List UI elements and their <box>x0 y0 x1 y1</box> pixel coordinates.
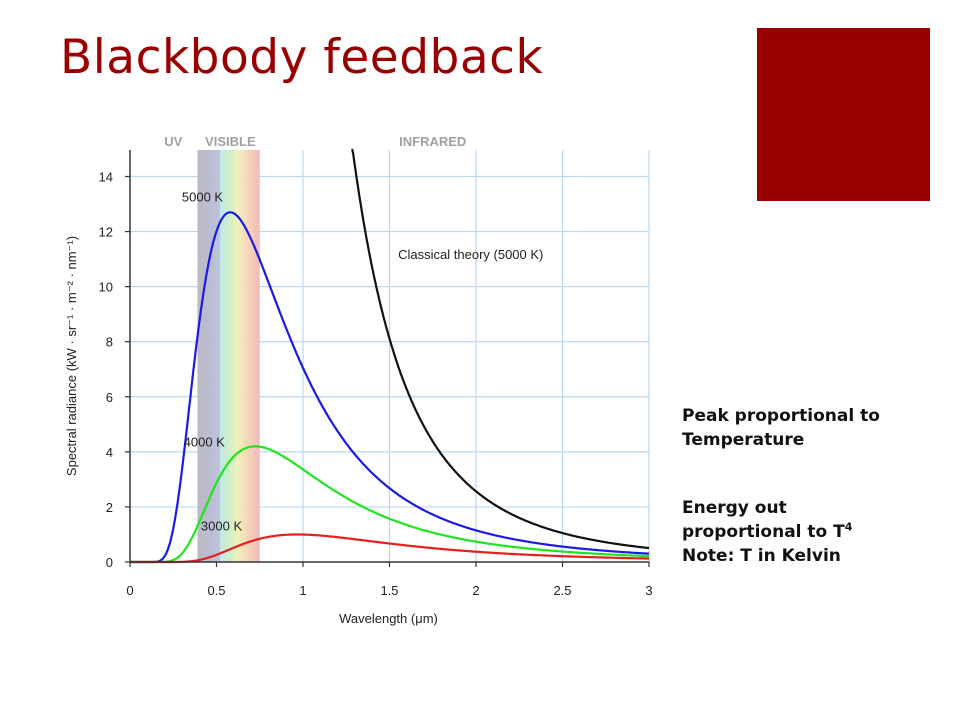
y-tick-label: 4 <box>106 445 113 460</box>
series-label-2: 4000 K <box>184 434 226 449</box>
band-label-uv: UV <box>164 134 182 149</box>
note-peak: Peak proportional to Temperature <box>682 404 942 452</box>
slide-title: Blackbody feedback <box>60 30 544 85</box>
note-energy-text: proportional to T <box>682 522 845 542</box>
y-tick-label: 8 <box>106 335 113 350</box>
x-tick-label: 2 <box>472 583 479 598</box>
series-label-1: 5000 K <box>182 189 224 204</box>
visible-band-edge <box>197 150 220 562</box>
y-axis-label: Spectral radiance (kW · sr⁻¹ · m⁻² · nm⁻… <box>64 236 79 476</box>
note-energy-line3: Note: T in Kelvin <box>682 546 841 566</box>
y-tick-label: 12 <box>99 225 113 240</box>
x-tick-label: 3 <box>645 583 652 598</box>
series-line-2 <box>130 445 650 564</box>
note-peak-line2: Temperature <box>682 430 805 450</box>
x-tick-label: 0 <box>126 583 133 598</box>
y-tick-label: 14 <box>99 170 113 185</box>
series-label-4: Classical theory (5000 K) <box>398 247 543 262</box>
series-line-4 <box>351 148 650 550</box>
series-line-1 <box>130 211 650 564</box>
note-peak-line1: Peak proportional to <box>682 406 880 426</box>
band-label-visible: VISIBLE <box>205 134 256 149</box>
accent-block <box>757 28 930 201</box>
y-tick-label: 0 <box>106 555 113 570</box>
x-tick-label: 0.5 <box>207 583 225 598</box>
note-energy: Energy out proportional to T4 Note: T in… <box>682 496 942 568</box>
band-label-infrared: INFRARED <box>399 134 466 149</box>
series-line-3 <box>130 533 650 564</box>
x-tick-label: 1.5 <box>380 583 398 598</box>
y-tick-label: 10 <box>99 280 113 295</box>
y-tick-label: 6 <box>106 390 113 405</box>
note-energy-line1: Energy out <box>682 498 787 518</box>
x-tick-label: 1 <box>299 583 306 598</box>
x-axis-label: Wavelength (μm) <box>339 611 438 626</box>
y-tick-label: 2 <box>106 500 113 515</box>
note-energy-line2: proportional to T4 <box>682 520 942 544</box>
series-label-3: 3000 K <box>201 518 243 533</box>
x-tick-label: 2.5 <box>553 583 571 598</box>
note-energy-exponent: 4 <box>844 520 853 534</box>
